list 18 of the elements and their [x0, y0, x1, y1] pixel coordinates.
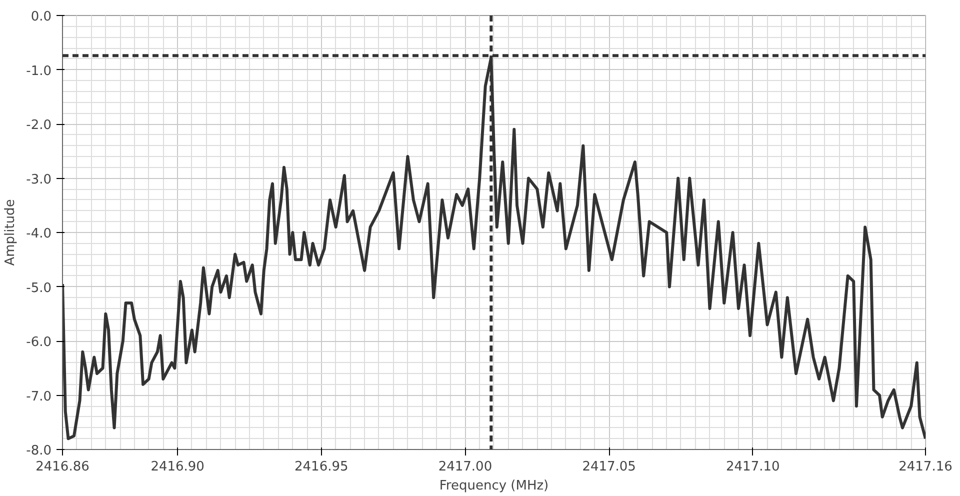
y-tick-label: -2.0 [26, 118, 52, 133]
y-tick-label: -4.0 [26, 226, 52, 242]
x-tick-label: 2417.05 [582, 460, 636, 474]
y-tick-label: -6.0 [26, 335, 52, 350]
x-tick-label: 2416.86 [36, 460, 90, 474]
y-tick-label: -1.0 [26, 64, 52, 79]
y-tick-label: 0.0 [30, 10, 52, 24]
x-tick-label: 2416.90 [150, 460, 204, 474]
x-tick-label: 2417.00 [438, 460, 492, 474]
x-tick-label: 2416.95 [294, 460, 348, 474]
y-axis-title: Amplitude [3, 199, 18, 266]
x-axis-title: Frequency (MHz) [439, 478, 549, 494]
y-tick-label: -7.0 [26, 389, 52, 404]
x-tick-label: 2417.16 [898, 460, 952, 474]
y-tick-label: -3.0 [26, 172, 52, 188]
y-tick-label: -5.0 [26, 280, 52, 296]
x-tick-label: 2417.10 [726, 460, 780, 474]
y-tick-label: -8.0 [26, 444, 52, 458]
